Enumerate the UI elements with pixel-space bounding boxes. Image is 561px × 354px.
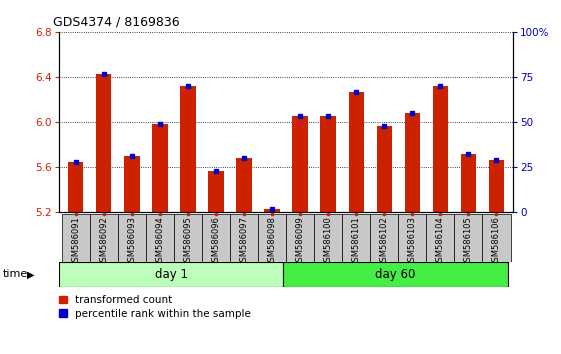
Bar <box>202 214 230 262</box>
Bar <box>482 214 511 262</box>
Bar <box>404 113 420 212</box>
Text: GSM586105: GSM586105 <box>464 217 473 267</box>
Text: GDS4374 / 8169836: GDS4374 / 8169836 <box>53 16 180 29</box>
Bar <box>124 156 140 212</box>
Text: GSM586091: GSM586091 <box>71 217 80 267</box>
Bar <box>59 262 283 287</box>
Text: time: time <box>3 269 28 279</box>
Bar <box>376 126 392 212</box>
Bar <box>152 124 168 212</box>
Text: GSM586106: GSM586106 <box>492 217 501 267</box>
Text: GSM586103: GSM586103 <box>408 217 417 267</box>
Text: GSM586100: GSM586100 <box>324 217 333 267</box>
Text: GSM586098: GSM586098 <box>268 217 277 267</box>
Bar <box>68 162 84 212</box>
Text: ▶: ▶ <box>27 269 34 279</box>
Text: day 1: day 1 <box>155 268 187 281</box>
Bar <box>62 214 90 262</box>
Bar <box>258 214 286 262</box>
Bar <box>320 116 336 212</box>
Bar <box>370 214 398 262</box>
Text: GSM586097: GSM586097 <box>240 217 249 267</box>
Text: GSM586102: GSM586102 <box>380 217 389 267</box>
Text: GSM586101: GSM586101 <box>352 217 361 267</box>
Bar <box>342 214 370 262</box>
Bar <box>461 154 476 212</box>
Text: GSM586093: GSM586093 <box>127 217 136 267</box>
Bar <box>314 214 342 262</box>
Bar <box>286 214 314 262</box>
Bar <box>118 214 146 262</box>
Bar <box>90 214 118 262</box>
Text: GSM586096: GSM586096 <box>211 217 220 267</box>
Bar <box>292 116 308 212</box>
Text: GSM586094: GSM586094 <box>155 217 164 267</box>
Bar <box>208 171 224 212</box>
Text: day 60: day 60 <box>375 268 416 281</box>
Bar <box>454 214 482 262</box>
Bar <box>236 158 252 212</box>
Text: GSM586095: GSM586095 <box>183 217 192 267</box>
Bar <box>283 262 508 287</box>
Text: GSM586104: GSM586104 <box>436 217 445 267</box>
Text: GSM586092: GSM586092 <box>99 217 108 267</box>
Bar <box>348 92 364 212</box>
Bar <box>180 86 196 212</box>
Bar <box>230 214 258 262</box>
Legend: transformed count, percentile rank within the sample: transformed count, percentile rank withi… <box>58 296 251 319</box>
Bar <box>174 214 202 262</box>
Bar <box>96 74 112 212</box>
Bar <box>264 209 280 212</box>
Bar <box>489 160 504 212</box>
Bar <box>433 86 448 212</box>
Bar <box>398 214 426 262</box>
Bar <box>146 214 174 262</box>
Text: GSM586099: GSM586099 <box>296 217 305 267</box>
Bar <box>426 214 454 262</box>
